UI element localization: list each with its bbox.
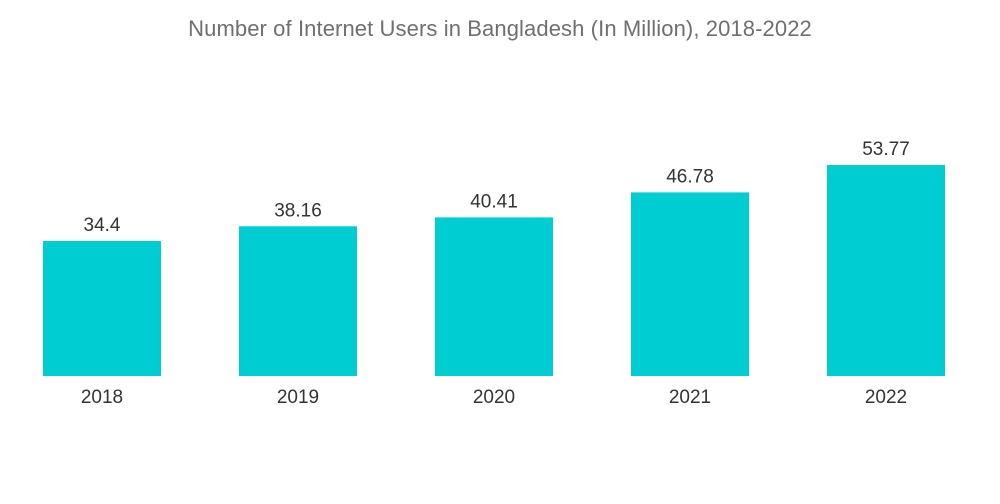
- value-label-2022: 53.77: [862, 139, 910, 160]
- bar-2018: [43, 241, 161, 376]
- x-tick-label-2020: 2020: [473, 387, 515, 408]
- bars-group: [43, 165, 945, 376]
- chart-title: Number of Internet Users in Bangladesh (…: [188, 16, 812, 41]
- x-tick-labels-group: 2018 2019 2020 2021 2022: [81, 387, 907, 408]
- bar-2022: [827, 165, 945, 376]
- bar-2020: [435, 217, 553, 376]
- value-label-2020: 40.41: [470, 191, 518, 212]
- x-tick-label-2018: 2018: [81, 387, 123, 408]
- x-tick-label-2021: 2021: [669, 387, 711, 408]
- bar-2019: [239, 226, 357, 376]
- x-tick-label-2022: 2022: [865, 387, 907, 408]
- value-label-2018: 34.4: [84, 215, 121, 236]
- bar-2021: [631, 192, 749, 376]
- value-labels-group: 34.4 38.16 40.41 46.78 53.77: [84, 139, 910, 236]
- value-label-2019: 38.16: [274, 200, 322, 221]
- x-tick-label-2019: 2019: [277, 387, 319, 408]
- value-label-2021: 46.78: [666, 166, 714, 187]
